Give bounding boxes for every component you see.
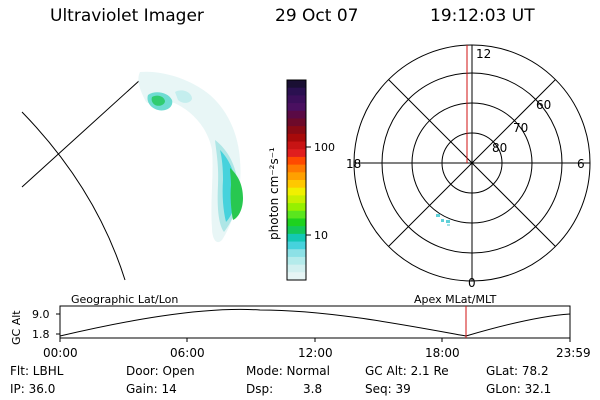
info-ip: IP: 36.0 <box>10 382 56 396</box>
info-flt: Flt: LBHL <box>10 364 64 378</box>
ephemeris-x-tick-3: 18:00 <box>425 346 460 360</box>
ephemeris-x-tick-4: 23:59 <box>556 346 591 360</box>
colorbar-tick-100: 100 <box>314 141 335 154</box>
geographic-panel <box>21 71 243 281</box>
colorbar-swatch <box>287 256 306 266</box>
colorbar-swatch <box>287 218 306 227</box>
ephemeris-x-tick-0: 00:00 <box>43 346 78 360</box>
mlat-label-70: 70 <box>513 121 528 135</box>
colorbar-swatch <box>287 133 306 143</box>
ephemeris-y-max: 9.0 <box>32 308 50 321</box>
info-gc-alt: GC Alt: 2.1 Re <box>365 364 449 378</box>
ephemeris-y-label: GC Alt <box>10 310 23 345</box>
aurora-image <box>138 71 243 243</box>
colorbar-swatch <box>287 110 306 120</box>
date-label: 29 Oct 07 <box>275 6 359 26</box>
colorbar-swatch <box>287 164 306 173</box>
colorbar-swatch <box>287 141 306 150</box>
colorbar-ticks <box>306 146 311 236</box>
colorbar-swatch <box>287 118 306 127</box>
time-label: 19:12:03 UT <box>430 6 535 26</box>
ephemeris-left-title: Geographic Lat/Lon <box>71 293 178 306</box>
colorbar-swatch <box>287 264 306 273</box>
colorbar-tick-10: 10 <box>314 229 328 242</box>
colorbar-swatch <box>287 272 306 281</box>
polar-aurora-spots <box>436 214 450 226</box>
colorbar-swatch <box>287 180 306 189</box>
colorbar-swatch <box>287 149 306 158</box>
ephemeris-altitude-curve <box>59 308 571 337</box>
colorbar-swatch <box>287 156 306 166</box>
polar-plot <box>353 44 591 282</box>
colorbar-swatch <box>287 126 306 135</box>
colorbar-swatch <box>287 172 306 181</box>
mlat-label-60: 60 <box>536 98 551 112</box>
colorbar-swatch <box>287 226 306 235</box>
info-gain: Gain: 14 <box>126 382 177 396</box>
info-dsp-value: 3.8 <box>303 382 323 396</box>
colorbar-swatch <box>287 233 306 243</box>
colorbar-swatch <box>287 103 306 112</box>
colorbar-unit-label: photon cm⁻²s⁻¹ <box>267 147 281 240</box>
colorbar-swatch <box>287 241 306 250</box>
ephemeris-right-title: Apex MLat/MLT <box>414 293 497 306</box>
mlat-label-80: 80 <box>492 141 507 155</box>
colorbar-swatch <box>287 203 306 212</box>
mlt-label-6: 6 <box>577 157 585 171</box>
color-scale-bar <box>286 79 307 281</box>
ephemeris-y-min: 1.8 <box>32 328 50 341</box>
mlt-label-0: 0 <box>468 276 476 290</box>
info-door: Door: Open <box>126 364 195 378</box>
colorbar-swatch <box>287 80 306 89</box>
polar-diagonal-2 <box>388 79 556 247</box>
colorbar-swatch <box>287 249 306 258</box>
colorbar-swatch <box>287 195 306 204</box>
colorbar-swatch <box>287 210 306 220</box>
mlt-label-18: 18 <box>346 157 361 171</box>
info-mode: Mode: Normal <box>246 364 330 378</box>
geo-gridline-straight <box>21 79 141 188</box>
info-seq: Seq: 39 <box>365 382 411 396</box>
ephemeris-ticks <box>56 313 571 342</box>
info-glon: GLon: 32.1 <box>486 382 552 396</box>
colorbar-swatch <box>287 187 306 196</box>
info-glat: GLat: 78.2 <box>486 364 549 378</box>
ephemeris-x-tick-2: 12:00 <box>298 346 333 360</box>
colorbar-frame <box>286 79 307 281</box>
geo-gridline-curve <box>21 111 126 281</box>
info-dsp-label: Dsp: <box>246 382 274 396</box>
colorbar-swatch <box>287 95 306 104</box>
colorbar-swatch <box>287 87 306 96</box>
instrument-title: Ultraviolet Imager <box>50 6 204 26</box>
ephemeris-x-tick-1: 06:00 <box>170 346 205 360</box>
mlt-label-12: 12 <box>476 47 491 61</box>
ephemeris-frame <box>59 305 571 339</box>
